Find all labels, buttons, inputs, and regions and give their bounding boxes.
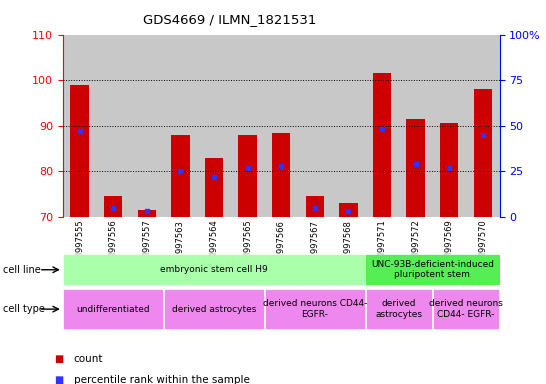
Bar — [440, 124, 459, 217]
Bar — [164, 289, 264, 329]
Bar — [466, 35, 500, 217]
Text: derived astrocytes: derived astrocytes — [172, 305, 256, 314]
Text: embryonic stem cell H9: embryonic stem cell H9 — [160, 265, 268, 274]
Bar — [130, 35, 164, 217]
Bar — [104, 197, 122, 217]
Bar — [298, 35, 331, 217]
Text: derived neurons CD44-
EGFR-: derived neurons CD44- EGFR- — [263, 300, 367, 319]
Bar — [433, 289, 499, 329]
Bar — [365, 255, 500, 285]
Bar — [272, 132, 290, 217]
Text: derived
astrocytes: derived astrocytes — [375, 300, 422, 319]
Bar — [164, 35, 197, 217]
Text: count: count — [74, 354, 103, 364]
Text: percentile rank within the sample: percentile rank within the sample — [74, 375, 250, 384]
Bar — [399, 35, 432, 217]
Bar — [231, 35, 264, 217]
Bar — [138, 210, 156, 217]
Bar — [365, 35, 399, 217]
Text: derived neurons
CD44- EGFR-: derived neurons CD44- EGFR- — [429, 300, 503, 319]
Text: UNC-93B-deficient-induced
pluripotent stem: UNC-93B-deficient-induced pluripotent st… — [371, 260, 494, 280]
Text: ■: ■ — [55, 375, 64, 384]
Bar — [365, 289, 432, 329]
Bar — [373, 73, 391, 217]
Bar — [63, 255, 365, 285]
Text: undifferentiated: undifferentiated — [76, 305, 150, 314]
Bar — [264, 35, 298, 217]
Bar — [406, 119, 425, 217]
Bar — [306, 197, 324, 217]
Bar — [70, 85, 89, 217]
Bar — [331, 35, 365, 217]
Bar — [171, 135, 189, 217]
Bar — [432, 35, 466, 217]
Bar — [97, 35, 130, 217]
Bar — [239, 135, 257, 217]
Bar — [205, 158, 223, 217]
Bar — [63, 35, 97, 217]
Text: cell type: cell type — [3, 304, 45, 314]
Text: cell line: cell line — [3, 265, 40, 275]
Bar — [265, 289, 365, 329]
Bar — [473, 89, 492, 217]
Bar — [339, 203, 358, 217]
Text: ■: ■ — [55, 354, 64, 364]
Bar — [63, 289, 163, 329]
Text: GDS4669 / ILMN_1821531: GDS4669 / ILMN_1821531 — [143, 13, 316, 26]
Bar — [197, 35, 231, 217]
